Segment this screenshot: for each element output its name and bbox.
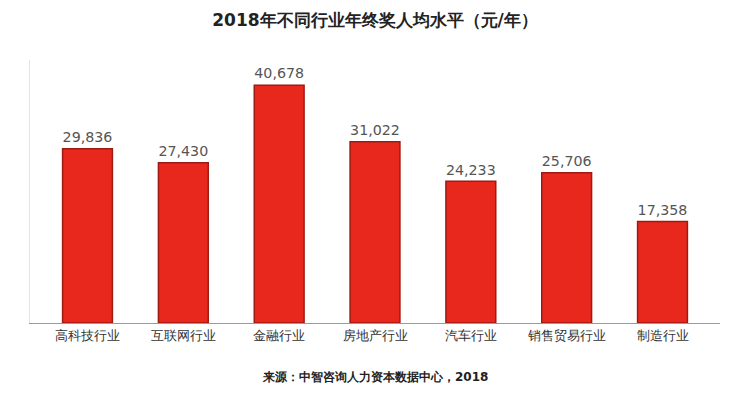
svg-text:17,358: 17,358 [638,202,688,218]
svg-text:汽车行业: 汽车行业 [445,328,497,343]
svg-text:29,836: 29,836 [63,129,113,145]
svg-text:25,706: 25,706 [542,153,592,169]
svg-text:31,022: 31,022 [350,122,400,138]
svg-text:销售贸易行业: 销售贸易行业 [527,328,606,343]
svg-text:制造行业: 制造行业 [637,328,689,343]
svg-text:房地产行业: 房地产行业 [343,328,408,343]
svg-text:金融行业: 金融行业 [253,328,305,343]
svg-text:24,233: 24,233 [446,162,496,178]
svg-text:2018年不同行业年终奖人均水平（元/年）: 2018年不同行业年终奖人均水平（元/年） [212,10,538,30]
svg-text:27,430: 27,430 [158,143,208,159]
svg-text:40,678: 40,678 [254,65,304,81]
svg-text:高科技行业: 高科技行业 [55,328,120,343]
svg-text:来源：中智咨询人力资本数据中心，2018: 来源：中智咨询人力资本数据中心，2018 [262,370,488,384]
svg-text:互联网行业: 互联网行业 [151,328,216,343]
